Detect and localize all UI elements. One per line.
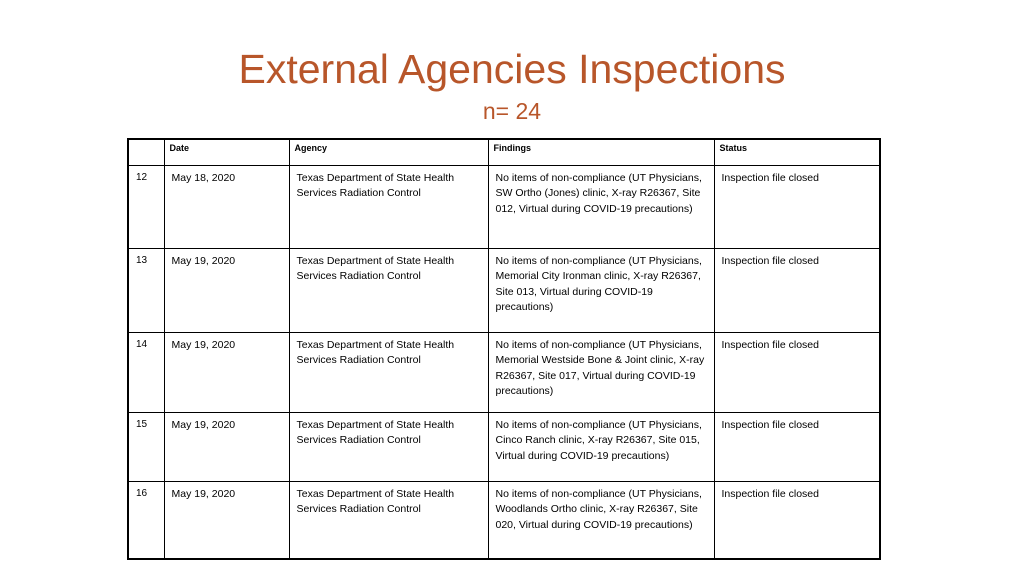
table-header-row: Date Agency Findings Status xyxy=(127,138,881,166)
status-cell: Inspection file closed xyxy=(713,247,881,333)
column-header-number xyxy=(127,138,165,166)
status-cell: Inspection file closed xyxy=(713,164,881,249)
date-cell: May 19, 2020 xyxy=(163,480,290,560)
date-cell: May 19, 2020 xyxy=(163,247,290,333)
agency-cell: Texas Department of State Health Service… xyxy=(288,331,489,413)
row-number-cell: 16 xyxy=(127,480,165,560)
findings-cell: No items of non-compliance (UT Physician… xyxy=(487,164,715,249)
agency-cell: Texas Department of State Health Service… xyxy=(288,411,489,482)
findings-cell: No items of non-compliance (UT Physician… xyxy=(487,480,715,560)
findings-cell: No items of non-compliance (UT Physician… xyxy=(487,331,715,413)
status-cell: Inspection file closed xyxy=(713,411,881,482)
table-row: 14 May 19, 2020 Texas Department of Stat… xyxy=(127,331,881,413)
row-number-cell: 12 xyxy=(127,164,165,249)
date-cell: May 18, 2020 xyxy=(163,164,290,249)
page-subtitle: n= 24 xyxy=(482,98,542,124)
column-header-status: Status xyxy=(713,138,881,166)
inspections-table: Date Agency Findings Status 12 May 18, 2… xyxy=(127,138,881,560)
row-number-cell: 14 xyxy=(127,331,165,413)
date-cell: May 19, 2020 xyxy=(163,411,290,482)
findings-cell: No items of non-compliance (UT Physician… xyxy=(487,411,715,482)
agency-cell: Texas Department of State Health Service… xyxy=(288,480,489,560)
date-cell: May 19, 2020 xyxy=(163,331,290,413)
table-row: 13 May 19, 2020 Texas Department of Stat… xyxy=(127,247,881,333)
column-header-findings: Findings xyxy=(487,138,715,166)
agency-cell: Texas Department of State Health Service… xyxy=(288,247,489,333)
status-cell: Inspection file closed xyxy=(713,331,881,413)
table-row: 12 May 18, 2020 Texas Department of Stat… xyxy=(127,164,881,249)
table-row: 15 May 19, 2020 Texas Department of Stat… xyxy=(127,411,881,482)
row-number-cell: 15 xyxy=(127,411,165,482)
column-header-date: Date xyxy=(163,138,290,166)
status-cell: Inspection file closed xyxy=(713,480,881,560)
page-title: External Agencies Inspections xyxy=(238,46,786,92)
row-number-cell: 13 xyxy=(127,247,165,333)
table-row: 16 May 19, 2020 Texas Department of Stat… xyxy=(127,480,881,560)
agency-cell: Texas Department of State Health Service… xyxy=(288,164,489,249)
column-header-agency: Agency xyxy=(288,138,489,166)
findings-cell: No items of non-compliance (UT Physician… xyxy=(487,247,715,333)
